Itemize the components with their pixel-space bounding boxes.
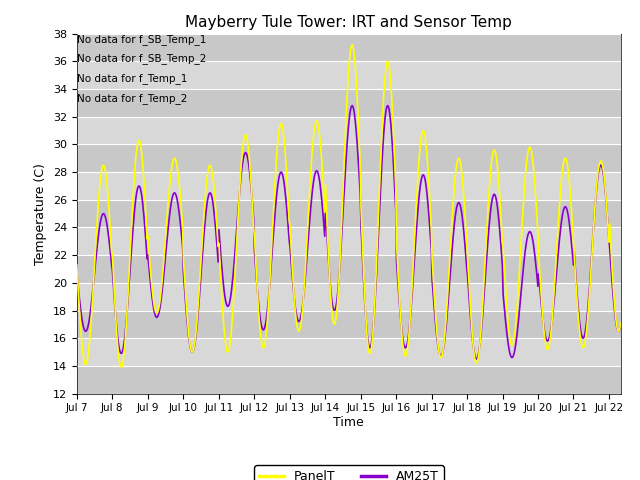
PanelT <box>127 236 134 242</box>
Title: Mayberry Tule Tower: IRT and Sensor Temp: Mayberry Tule Tower: IRT and Sensor Temp <box>186 15 512 30</box>
PanelT <box>102 176 110 181</box>
Bar <box>77 61 621 89</box>
Bar <box>77 366 621 394</box>
PanelT <box>266 276 274 282</box>
Bar <box>77 200 621 228</box>
PanelT <box>73 262 81 268</box>
Bar <box>77 172 621 200</box>
X-axis label: Time: Time <box>333 416 364 429</box>
Text: No data for f_SB_Temp_1: No data for f_SB_Temp_1 <box>77 34 206 45</box>
AM25T <box>451 222 458 228</box>
Bar <box>77 117 621 144</box>
Text: No data for f_SB_Temp_2: No data for f_SB_Temp_2 <box>77 53 206 64</box>
PanelT <box>148 288 156 293</box>
PanelT <box>451 176 459 182</box>
AM25T <box>127 256 134 262</box>
AM25T <box>102 218 110 224</box>
Y-axis label: Temperature (C): Temperature (C) <box>35 163 47 264</box>
AM25T <box>73 270 81 276</box>
AM25T <box>126 267 134 273</box>
Bar <box>77 34 621 61</box>
Legend: PanelT, AM25T: PanelT, AM25T <box>254 465 444 480</box>
PanelT <box>128 221 136 227</box>
Bar <box>77 144 621 172</box>
Bar <box>77 338 621 366</box>
PanelT <box>117 364 125 370</box>
PanelT <box>617 320 625 326</box>
AM25T <box>348 103 356 108</box>
Text: No data for f_Temp_1: No data for f_Temp_1 <box>77 73 187 84</box>
Line: AM25T: AM25T <box>77 106 621 359</box>
Line: PanelT: PanelT <box>77 45 621 367</box>
Bar <box>77 89 621 117</box>
AM25T <box>472 356 480 362</box>
Bar <box>77 283 621 311</box>
Bar <box>77 311 621 338</box>
PanelT <box>348 42 356 48</box>
AM25T <box>617 322 625 328</box>
AM25T <box>148 290 156 296</box>
Bar <box>77 255 621 283</box>
AM25T <box>266 288 273 293</box>
Text: No data for f_Temp_2: No data for f_Temp_2 <box>77 93 187 104</box>
Bar <box>77 228 621 255</box>
